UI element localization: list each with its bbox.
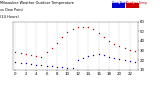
Text: •: •: [132, 3, 134, 7]
Text: •: •: [117, 3, 120, 7]
Text: vs Dew Point: vs Dew Point: [0, 8, 23, 12]
Text: Outdoor Temp: Outdoor Temp: [126, 1, 147, 5]
Text: Dew Point: Dew Point: [112, 1, 127, 5]
Text: (24 Hours): (24 Hours): [0, 15, 19, 19]
Text: Milwaukee Weather Outdoor Temperature: Milwaukee Weather Outdoor Temperature: [0, 1, 74, 5]
